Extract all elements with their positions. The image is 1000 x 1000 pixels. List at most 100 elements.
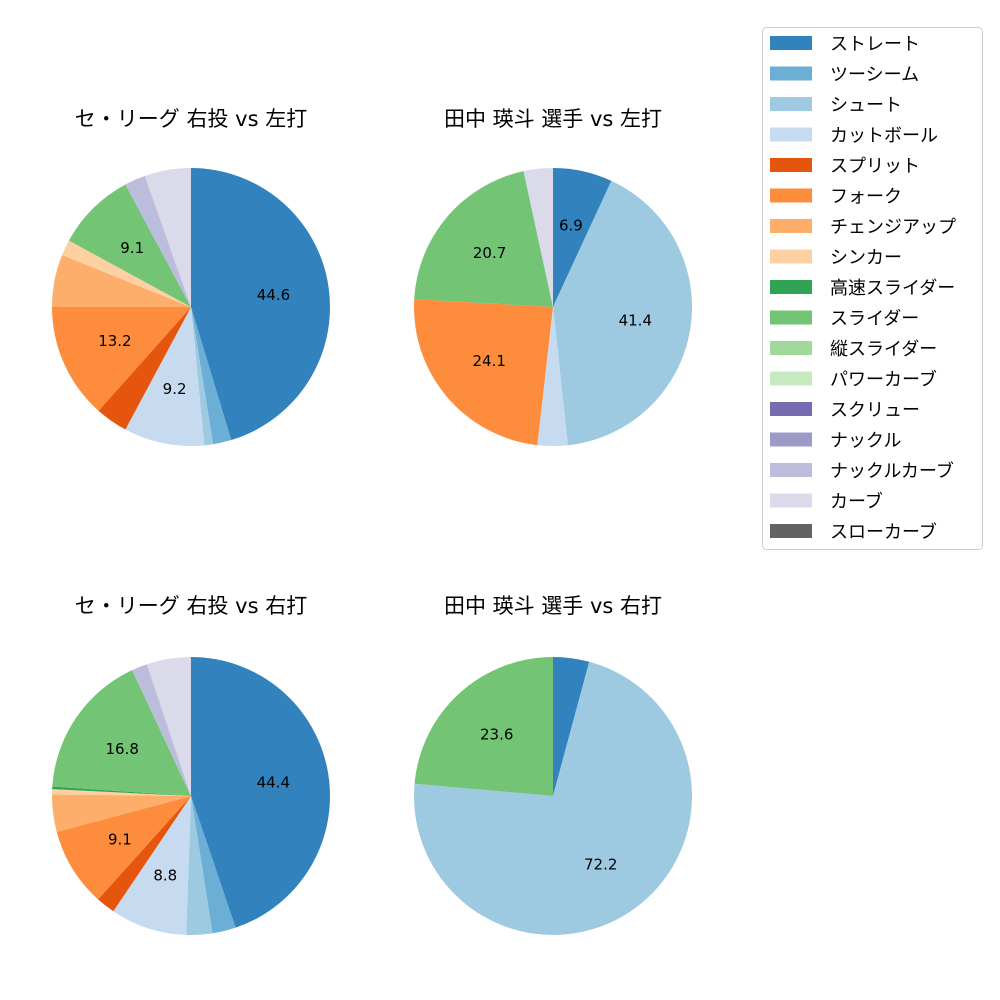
slice-10 <box>68 184 191 307</box>
legend-swatch <box>770 310 812 325</box>
legend-label: ナックルカーブ <box>830 460 954 482</box>
legend-label: シンカー <box>830 248 902 269</box>
slice-label: 24.1 <box>472 352 505 370</box>
slice-label: 72.2 <box>584 855 617 873</box>
legend-label: スクリュー <box>830 400 920 421</box>
slice-3 <box>553 180 693 446</box>
legend-item: フォーク <box>770 187 902 208</box>
slice-label: 9.1 <box>120 239 144 257</box>
slice-9 <box>52 786 191 796</box>
legend-item: 高速スライダー <box>770 278 955 299</box>
slice-3 <box>191 307 214 446</box>
legend-label: スローカーブ <box>830 521 937 543</box>
legend-swatch <box>770 432 812 447</box>
slice-6 <box>413 299 553 446</box>
slice-10 <box>414 657 553 796</box>
legend-label: ナックル <box>830 431 901 452</box>
legend-label: ツーシーム <box>830 65 919 86</box>
slice-6 <box>56 796 192 900</box>
slice-1 <box>191 168 331 441</box>
legend-item: チェンジアップ <box>770 217 956 238</box>
slice-8 <box>52 789 192 796</box>
slice-1 <box>191 657 331 928</box>
legend-label: スライダー <box>830 309 919 330</box>
slice-label: 13.2 <box>98 332 131 350</box>
legend-item: ナックル <box>770 431 901 452</box>
pie-chart-4: 田中 瑛斗 選手 vs 右打 72.2 23.6 <box>414 594 693 935</box>
legend-label: シュート <box>830 95 902 116</box>
pie-title: 田中 瑛斗 選手 vs 左打 <box>444 107 662 131</box>
legend-item: ストレート <box>770 34 920 55</box>
slice-label: 20.7 <box>473 244 506 262</box>
slice-label: 8.8 <box>153 866 177 884</box>
legend-swatch <box>770 371 812 386</box>
slice-5 <box>98 796 191 912</box>
legend-label: 高速スライダー <box>830 278 955 299</box>
slice-label: 41.4 <box>619 312 652 330</box>
slice-8 <box>62 240 191 307</box>
legend-swatch <box>770 402 812 416</box>
legend-label: カーブ <box>830 491 883 513</box>
slice-7 <box>52 255 191 307</box>
slice-label: 23.6 <box>480 726 513 744</box>
legend-swatch <box>770 524 812 538</box>
legend-swatch <box>770 493 812 508</box>
slice-2 <box>191 307 232 445</box>
legend-swatch <box>770 188 812 203</box>
slice-label: 6.9 <box>559 217 583 235</box>
slice-10 <box>52 670 191 796</box>
legend-item: ナックルカーブ <box>770 460 954 482</box>
slice-6 <box>51 307 191 411</box>
legend-swatch <box>770 463 812 477</box>
slice-7 <box>52 794 191 832</box>
legend-swatch <box>770 249 812 264</box>
legend-item: スクリュー <box>770 400 920 421</box>
legend-item: スプリット <box>770 156 920 177</box>
slice-4 <box>113 796 191 935</box>
legend-swatch <box>770 158 812 172</box>
legend-label: カットボール <box>830 126 938 147</box>
legend-label: 縦スライダー <box>830 339 937 360</box>
legend-frame <box>762 27 983 550</box>
slice-3 <box>414 661 693 935</box>
slice-label: 9.2 <box>163 380 187 398</box>
legend-swatch <box>770 341 812 355</box>
pie-chart-3: セ・リーグ 右投 vs 右打 44.4 8.8 9.1 16.8 <box>52 594 331 936</box>
slice-3 <box>186 796 213 936</box>
pie-chart-2: 田中 瑛斗 選手 vs 左打 6.9 41.4 24.1 20.7 <box>413 107 693 447</box>
slice-4 <box>537 307 568 447</box>
legend-item: シュート <box>770 95 902 116</box>
legend-label: ストレート <box>830 34 920 55</box>
slice-label: 44.4 <box>257 773 290 791</box>
slice-label: 44.6 <box>257 286 290 304</box>
pie-chart-1: セ・リーグ 右投 vs 左打 44.6 9.2 13.2 9.1 <box>51 107 331 446</box>
slice-5 <box>98 307 191 430</box>
legend-swatch <box>770 127 812 142</box>
legend-item: スローカーブ <box>770 521 937 543</box>
slice-label: 9.1 <box>108 831 132 849</box>
slice-label: 16.8 <box>105 740 138 758</box>
slice-4 <box>125 307 205 446</box>
legend: ストレートツーシームシュートカットボールスプリットフォークチェンジアップシンカー… <box>762 27 983 550</box>
slice-16 <box>523 168 553 307</box>
legend-item: スライダー <box>770 309 919 330</box>
legend-label: チェンジアップ <box>830 217 956 238</box>
legend-swatch <box>770 66 812 81</box>
pie-title: セ・リーグ 右投 vs 左打 <box>75 107 307 131</box>
slice-15 <box>125 175 191 307</box>
slice-16 <box>144 168 191 307</box>
legend-item: ツーシーム <box>770 65 919 86</box>
legend-item: パワーカーブ <box>770 369 937 391</box>
legend-label: フォーク <box>830 187 902 208</box>
legend-label: スプリット <box>830 156 920 177</box>
pie-charts: セ・リーグ 右投 vs 左打 44.6 9.2 13.2 9.1 田中 瑛斗 選手 vs … <box>51 107 693 936</box>
slice-15 <box>132 664 191 796</box>
legend-label: パワーカーブ <box>830 369 937 391</box>
legend-swatch <box>770 36 812 50</box>
legend-swatch <box>770 97 812 111</box>
slice-10 <box>414 171 553 307</box>
slice-1 <box>553 657 590 796</box>
legend-swatch <box>770 219 812 233</box>
legend-swatch <box>770 280 812 294</box>
